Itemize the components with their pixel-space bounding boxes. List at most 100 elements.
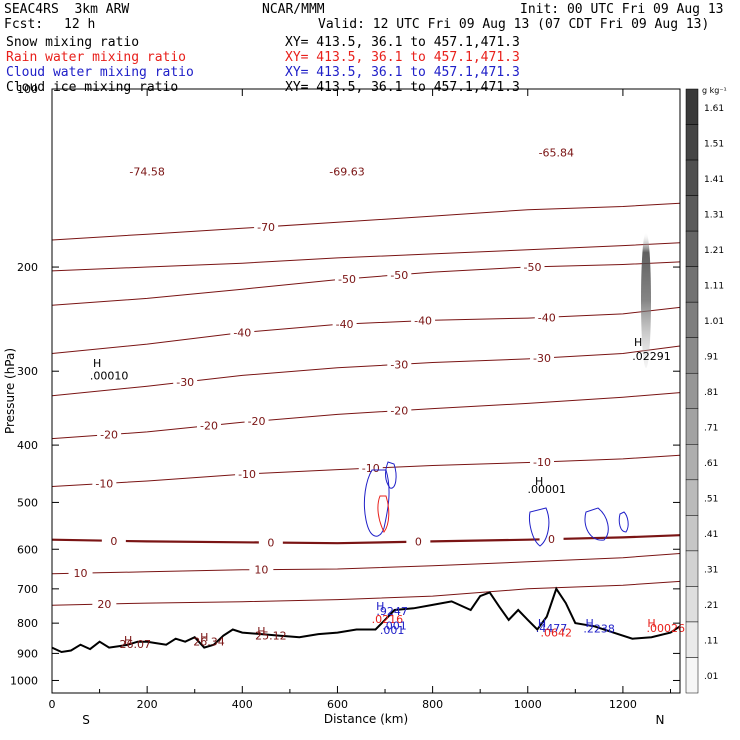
isotherm-line — [51, 454, 681, 487]
isotherm-label-bg — [534, 311, 559, 324]
extremum-label: H — [200, 631, 208, 644]
isotherm-label-bg — [411, 314, 436, 327]
y-tick-label: 200 — [17, 261, 38, 274]
extremum-label: .02291 — [632, 350, 671, 363]
field-cloudice-xy: XY= 413.5, 36.1 to 457.1,471.3 — [285, 80, 520, 95]
fcst-value: 12 h — [64, 17, 96, 32]
isotherm-label: -40 — [538, 311, 556, 324]
isotherm-label-bg — [249, 563, 274, 576]
cloud-water-contour — [618, 511, 629, 533]
isotherm-label: -30 — [176, 376, 194, 389]
colorbar-swatch — [685, 195, 699, 232]
isotherm-label-bg — [406, 535, 431, 548]
isotherm-line — [51, 580, 681, 606]
extremum-label: H — [376, 600, 384, 613]
colorbar-swatch — [685, 337, 699, 374]
isotherm-label-bg — [92, 598, 117, 611]
isotherm-label: 0 — [267, 537, 274, 550]
colorbar-tick-label: 1.51 — [704, 139, 724, 149]
isotherm-label-bg — [530, 455, 555, 468]
colorbar-swatch — [685, 621, 699, 658]
extremum-label: H — [257, 625, 265, 638]
isotherm-label: -20 — [248, 415, 266, 428]
colorbar-tick-label: .01 — [704, 672, 718, 682]
colorbar-tick-label: .81 — [704, 388, 718, 398]
extremum-label: .001 — [380, 624, 405, 637]
isotherm-label: 0 — [110, 535, 117, 548]
colorbar-swatch — [685, 479, 699, 516]
x-tick-label: 400 — [232, 698, 253, 711]
colorbar-swatch — [685, 444, 699, 481]
isotherm-label-bg — [358, 462, 383, 475]
colorbar-tick-label: 1.01 — [704, 317, 724, 327]
cloud-water-contour — [363, 469, 390, 537]
terrain-line — [51, 586, 681, 654]
x-tick-label: 800 — [422, 698, 443, 711]
colorbar-swatch — [685, 124, 699, 161]
isotherm-label: -70 — [257, 221, 275, 234]
colorbar: 1.61 1.51 1.41 1.31 1.21 1.11 1.01 .91 .81 .71 .61… — [685, 86, 727, 694]
extremum-label: .0642 — [541, 626, 573, 639]
isotherm-line — [51, 242, 681, 272]
x-tick-label: 0 — [49, 698, 56, 711]
colorbar-swatch — [685, 266, 699, 303]
field-snow-name: Snow mixing ratio — [6, 35, 140, 50]
isotherm-line — [51, 534, 681, 545]
colorbar-unit: g kg⁻¹ — [702, 86, 727, 95]
isotherm-line — [51, 553, 681, 575]
x-axis-label: Distance (km) — [324, 712, 408, 726]
colorbar-swatch — [685, 230, 699, 267]
x-tick-label: 1000 — [514, 698, 542, 711]
isotherm-label-bg — [235, 467, 260, 480]
isotherm-label: 0 — [415, 536, 422, 549]
extrema-labels: -74.58 -69.63-65.84H.00010H.02291H.00001H… — [90, 146, 685, 651]
isotherm-label-bg — [197, 419, 221, 432]
init-time: Init: 00 UTC Fri 09 Aug 13 — [520, 2, 724, 17]
isotherm-label: -10 — [362, 462, 380, 475]
colorbar-tick-label: 1.61 — [704, 104, 724, 114]
valid-time: Valid: 12 UTC Fri 09 Aug 13 (07 CDT Fri … — [318, 17, 710, 32]
isotherm-label: -20 — [200, 420, 218, 433]
isotherm-label: -50 — [390, 269, 408, 282]
colorbar-tick-label: 1.31 — [704, 210, 724, 220]
isotherm-label: -30 — [533, 352, 551, 365]
cloud-water-contour — [385, 461, 397, 489]
isotherm-label-bg — [530, 352, 555, 365]
colorbar-tick-label: .31 — [704, 566, 718, 576]
isotherm-label-bg — [387, 268, 412, 281]
y-tick-label: 300 — [17, 365, 38, 378]
colorbar-tick-label: .21 — [704, 601, 718, 611]
extremum-label: .4477 — [536, 622, 568, 635]
isotherm-label-bg — [254, 220, 279, 233]
colorbar-swatch — [685, 550, 699, 587]
isotherm-label-bg — [68, 567, 93, 580]
colorbar-swatch — [685, 301, 699, 338]
isotherm-label-bg — [92, 477, 117, 490]
isotherm-label: 20 — [97, 598, 111, 611]
cloud-features — [363, 232, 651, 547]
isotherm-line — [51, 392, 681, 440]
isotherm-label: 10 — [74, 567, 88, 580]
extremum-label: H — [535, 475, 543, 488]
extremum-label: .00010 — [90, 370, 129, 383]
rain-contour — [377, 495, 390, 533]
field-rain-xy: XY= 413.5, 36.1 to 457.1,471.3 — [285, 50, 520, 65]
colorbar-swatch — [685, 515, 699, 552]
extremum-label: .2238 — [583, 623, 615, 636]
isotherm-label: -10 — [238, 468, 256, 481]
isotherm-line — [51, 202, 681, 241]
terrain-profile — [51, 586, 681, 654]
cloud-water-contour — [584, 507, 609, 541]
extremum-label: -69.63 — [329, 165, 364, 178]
isotherm-label-bg — [387, 358, 412, 371]
isotherm-line — [51, 261, 681, 306]
model-title: SEAC4RS 3km ARW — [4, 2, 130, 17]
isotherm-line — [51, 306, 681, 354]
isotherm-line — [51, 345, 681, 397]
extremum-label: 26.07 — [120, 638, 152, 651]
extremum-label: 25.12 — [255, 630, 287, 643]
north-label: N — [656, 713, 665, 727]
colorbar-tick-label: .11 — [704, 637, 718, 647]
